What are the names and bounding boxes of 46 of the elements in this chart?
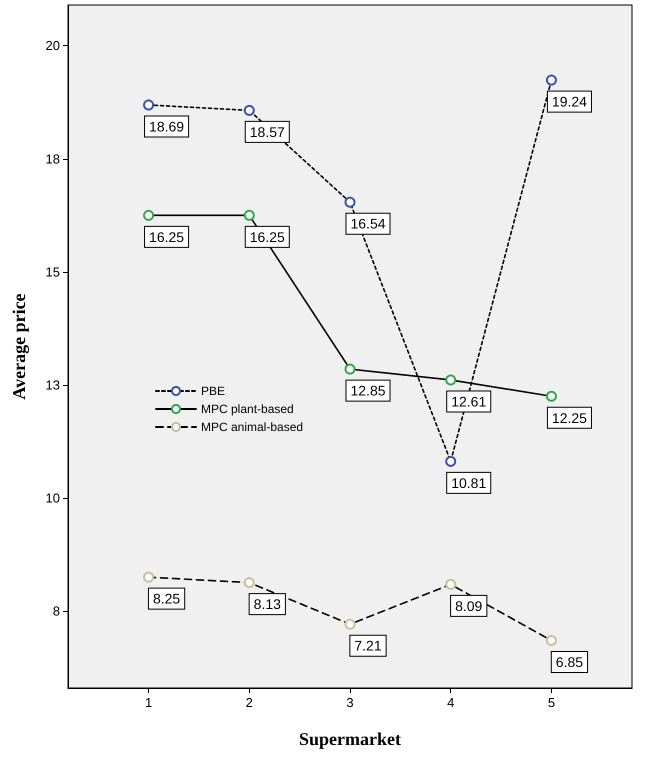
legend-label: MPC animal-based xyxy=(201,420,304,434)
x-tick-label: 4 xyxy=(447,695,454,710)
data-label: 6.85 xyxy=(556,654,584,670)
point xyxy=(143,572,154,583)
data-label: 8.09 xyxy=(455,598,483,614)
x-tick-label: 5 xyxy=(548,695,556,710)
x-tick-label: 1 xyxy=(144,695,152,710)
data-label: 12.85 xyxy=(350,382,386,399)
data-label: 18.69 xyxy=(149,118,184,134)
point xyxy=(445,578,456,590)
point xyxy=(546,635,557,646)
data-label: 16.54 xyxy=(350,216,386,232)
y-tick-label: 15 xyxy=(46,264,60,280)
data-label: 8.25 xyxy=(152,590,180,607)
point xyxy=(344,196,356,208)
x-axis-title: Supermarket xyxy=(299,729,401,749)
legend-label: MPC plant-based xyxy=(201,402,294,416)
y-tick-label: 18 xyxy=(46,151,60,166)
point xyxy=(244,210,255,221)
point xyxy=(445,374,456,386)
point xyxy=(344,618,356,630)
point xyxy=(143,99,154,110)
data-label: 12.61 xyxy=(451,393,486,410)
data-label: 18.57 xyxy=(250,124,286,140)
data-label: 16.25 xyxy=(250,228,286,245)
legend-label: PBE xyxy=(201,384,226,398)
point xyxy=(546,390,557,402)
y-tick-label: 13 xyxy=(46,377,60,392)
point xyxy=(445,456,456,467)
point xyxy=(244,577,255,588)
data-label: 16.25 xyxy=(149,228,184,245)
y-tick-label: 10 xyxy=(46,490,60,506)
point xyxy=(344,364,356,375)
data-label: 7.21 xyxy=(354,638,382,654)
x-tick-label: 2 xyxy=(246,695,253,710)
y-tick-label: 8 xyxy=(52,604,60,619)
x-tick-label: 3 xyxy=(346,695,354,710)
point xyxy=(143,210,154,221)
point xyxy=(244,104,255,116)
data-label: 19.24 xyxy=(552,94,588,110)
point xyxy=(546,74,557,86)
y-tick-label: 20 xyxy=(46,38,60,54)
data-label: 12.25 xyxy=(552,410,588,426)
data-label: 10.81 xyxy=(451,474,486,491)
y-axis-title: Average price xyxy=(9,293,29,400)
data-label: 8.13 xyxy=(254,596,282,612)
